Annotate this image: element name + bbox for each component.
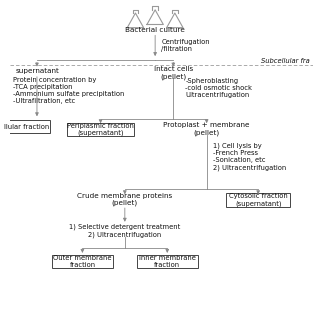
Text: Inner membrane
fraction: Inner membrane fraction <box>139 255 196 268</box>
Text: Protein concentration by
-TCA precipitation
-Ammonium sulfate precipitation
-Ult: Protein concentration by -TCA precipitat… <box>13 77 124 104</box>
Text: Subcellular fra: Subcellular fra <box>261 58 310 64</box>
Text: Protoplast + membrane
(pellet): Protoplast + membrane (pellet) <box>164 122 250 136</box>
Text: 1) Selective detergent treatment
2) Ultracentrifugation: 1) Selective detergent treatment 2) Ultr… <box>69 224 180 238</box>
Text: Cytosolic fraction
(supernatant): Cytosolic fraction (supernatant) <box>229 193 288 207</box>
Text: -Spheroblasting
-cold osmotic shock
Ultracentrifugation: -Spheroblasting -cold osmotic shock Ultr… <box>186 78 252 98</box>
Text: Periplasmic fraction
(supernatant): Periplasmic fraction (supernatant) <box>67 123 134 136</box>
Bar <box>137 255 197 268</box>
Text: llular fraction: llular fraction <box>4 124 49 130</box>
Text: Outer membrane
fraction: Outer membrane fraction <box>53 255 112 268</box>
Text: Intact cells
(pellet): Intact cells (pellet) <box>154 66 193 80</box>
Text: supernatant: supernatant <box>16 68 60 74</box>
Bar <box>52 255 113 268</box>
Text: 1) Cell lysis by
-French Press
-Sonication, etc
2) Ultracentrifugation: 1) Cell lysis by -French Press -Sonicati… <box>213 143 286 171</box>
Text: Centrifugation
/filtration: Centrifugation /filtration <box>161 39 210 52</box>
Text: Crude membrane proteins
(pellet): Crude membrane proteins (pellet) <box>77 193 172 206</box>
Bar <box>3 120 50 133</box>
Bar <box>67 123 134 136</box>
Text: Bacterial culture: Bacterial culture <box>125 27 185 33</box>
Bar <box>226 193 290 206</box>
